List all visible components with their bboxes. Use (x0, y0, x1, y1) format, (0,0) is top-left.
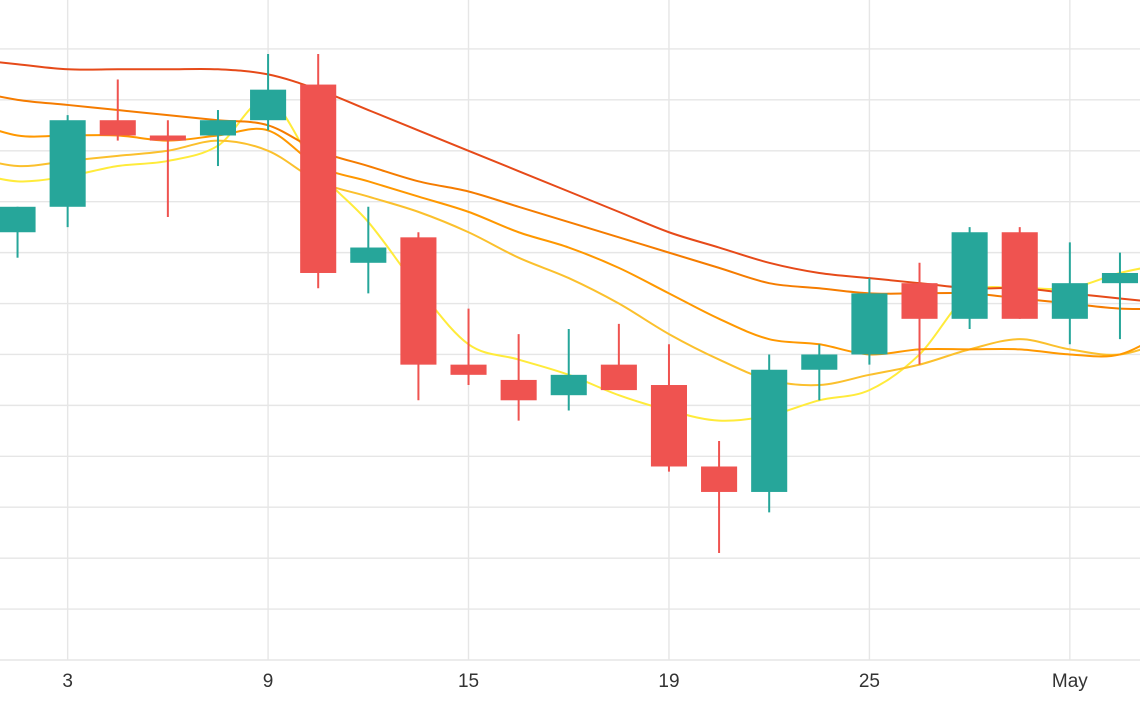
candle-body (350, 247, 387, 263)
candle-body (951, 232, 988, 319)
candle-body (751, 369, 788, 492)
candle-body (49, 120, 86, 207)
candle-down (400, 232, 437, 401)
candles (0, 54, 1138, 554)
x-tick-label: 3 (62, 671, 73, 692)
candle-down (149, 120, 186, 217)
candle-down (500, 334, 537, 421)
x-axis-tick-labels: 3 9 15 19 25 May (62, 671, 1088, 692)
candle-body (600, 364, 637, 391)
candle-down (300, 54, 337, 289)
candle-body (1001, 232, 1038, 319)
candle-down (600, 323, 637, 391)
candle-body (250, 89, 287, 121)
x-tick-label: 19 (658, 671, 679, 692)
candle-up (1051, 242, 1088, 345)
candle-up (851, 278, 888, 365)
candle-down (650, 344, 688, 472)
candle-body (1101, 272, 1138, 284)
x-tick-label: 9 (263, 671, 274, 692)
candle-up (49, 115, 86, 228)
candle-body (400, 237, 437, 365)
candle-down (901, 262, 938, 365)
candle-body (701, 466, 738, 492)
candle-body (1051, 283, 1088, 319)
candle-body (149, 135, 186, 141)
x-tick-label: 15 (458, 671, 479, 692)
candle-up (801, 344, 838, 401)
candle-up (250, 54, 287, 131)
candle-body (550, 374, 587, 396)
x-tick-label: May (1052, 671, 1088, 692)
candle-body (500, 379, 537, 401)
candle-up (550, 329, 587, 411)
candle-body (300, 84, 337, 273)
candle-body (851, 293, 888, 355)
candle-up (0, 206, 36, 258)
gridlines (0, 0, 1140, 661)
candle-body (650, 385, 688, 467)
candle-up (1101, 252, 1138, 340)
x-tick-label: 25 (859, 671, 880, 692)
candle-down (1001, 227, 1038, 319)
candle-body (801, 354, 838, 370)
candle-up (350, 206, 387, 294)
candle-body (450, 364, 487, 375)
candle-up (751, 354, 788, 513)
candle-body (901, 283, 938, 319)
candle-down (701, 441, 738, 554)
candle-body (99, 120, 136, 136)
candle-up (199, 110, 237, 167)
candle-down (450, 308, 487, 386)
candle-down (99, 79, 136, 141)
candle-body (0, 206, 36, 233)
candle-body (199, 120, 237, 136)
candle-up (951, 227, 988, 329)
